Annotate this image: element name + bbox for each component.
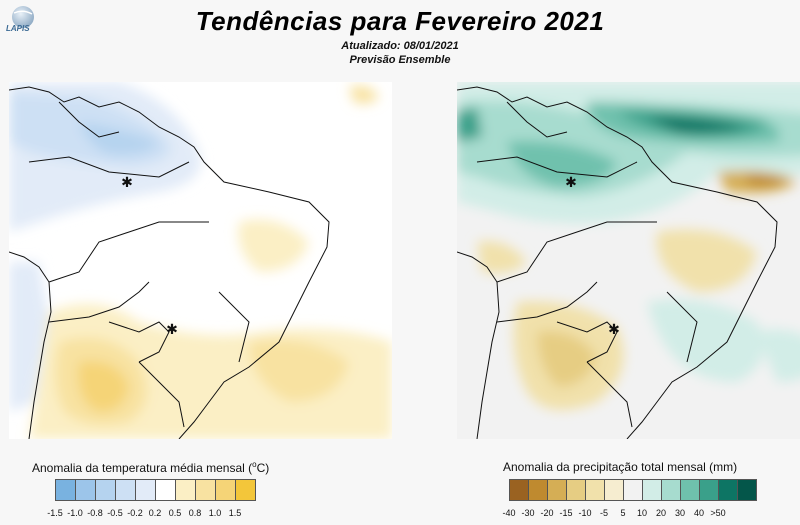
color-swatch: [75, 479, 96, 501]
scale-label: 0.8: [188, 508, 202, 518]
scale-label: 0.5: [168, 508, 182, 518]
scale-label: -30: [521, 508, 535, 518]
page-title: Tendências para Fevereiro 2021: [195, 6, 605, 36]
color-swatch: [235, 479, 256, 501]
color-swatch: [642, 479, 662, 501]
color-swatch: [155, 479, 176, 501]
scale-label: -0.2: [127, 508, 143, 518]
color-swatch: [699, 479, 719, 501]
color-swatch: [115, 479, 136, 501]
scale-label: -5: [599, 508, 609, 518]
location-marker-south: ✱: [608, 321, 620, 337]
temperature-anomaly-field: [9, 82, 392, 439]
color-swatch: [585, 479, 605, 501]
precipitation-legend-title: Anomalia da precipitação total mensal (m…: [503, 460, 738, 474]
color-swatch: [195, 479, 216, 501]
update-date: Atualizado: 08/01/2021: [341, 40, 459, 52]
color-swatch: [623, 479, 643, 501]
color-swatch: [737, 479, 757, 501]
globe-icon: LAPIS: [6, 6, 34, 33]
location-marker-south: ✱: [166, 321, 178, 337]
color-swatch: [175, 479, 196, 501]
lapis-logo: LAPIS: [4, 4, 38, 34]
scale-label: -0.5: [107, 508, 123, 518]
scale-label: 5: [620, 508, 626, 518]
color-swatch: [528, 479, 548, 501]
location-marker-north: ✱: [121, 174, 133, 190]
scale-label: -1.0: [67, 508, 83, 518]
color-swatch: [680, 479, 700, 501]
temperature-anomaly-map: ✱ ✱: [9, 82, 392, 439]
scale-label: 1.5: [228, 508, 242, 518]
scale-label: -40: [502, 508, 516, 518]
scale-label: -15: [559, 508, 573, 518]
temperature-legend-title: Anomalia da temperatura média mensal (oC…: [32, 460, 270, 475]
coastline-borders: [9, 86, 330, 439]
color-swatch: [215, 479, 236, 501]
color-swatch: [547, 479, 567, 501]
scale-label: 20: [655, 508, 667, 518]
color-swatch: [718, 479, 738, 501]
scale-label: -10: [578, 508, 592, 518]
temperature-color-scale: [55, 479, 256, 501]
scale-label: 10: [636, 508, 648, 518]
color-swatch: [661, 479, 681, 501]
scale-label: >50: [710, 508, 726, 518]
color-swatch: [566, 479, 586, 501]
forecast-method: Previsão Ensemble: [349, 54, 451, 66]
scale-label: 0.2: [148, 508, 162, 518]
scale-label: 40: [693, 508, 705, 518]
precipitation-scale-labels: -40 -30 -20 -15 -10 -5 5 10 20 30 40 >50: [502, 508, 753, 520]
color-swatch: [95, 479, 116, 501]
color-swatch: [509, 479, 529, 501]
scale-label: -0.8: [87, 508, 103, 518]
precipitation-color-scale: [509, 479, 757, 501]
location-marker-north: ✱: [565, 174, 577, 190]
precipitation-anomaly-map: ✱ ✱: [457, 82, 800, 439]
logo-text: LAPIS: [6, 24, 30, 33]
temperature-scale-labels: -1.5 -1.0 -0.8 -0.5 -0.2 0.2 0.5 0.8 1.0 1.5: [47, 508, 256, 520]
color-swatch: [604, 479, 624, 501]
coastline-borders: [457, 86, 778, 439]
color-swatch: [55, 479, 76, 501]
scale-label: 1.0: [208, 508, 222, 518]
color-swatch: [135, 479, 156, 501]
scale-label: -1.5: [47, 508, 63, 518]
scale-label: -20: [540, 508, 554, 518]
scale-label: 30: [674, 508, 686, 518]
